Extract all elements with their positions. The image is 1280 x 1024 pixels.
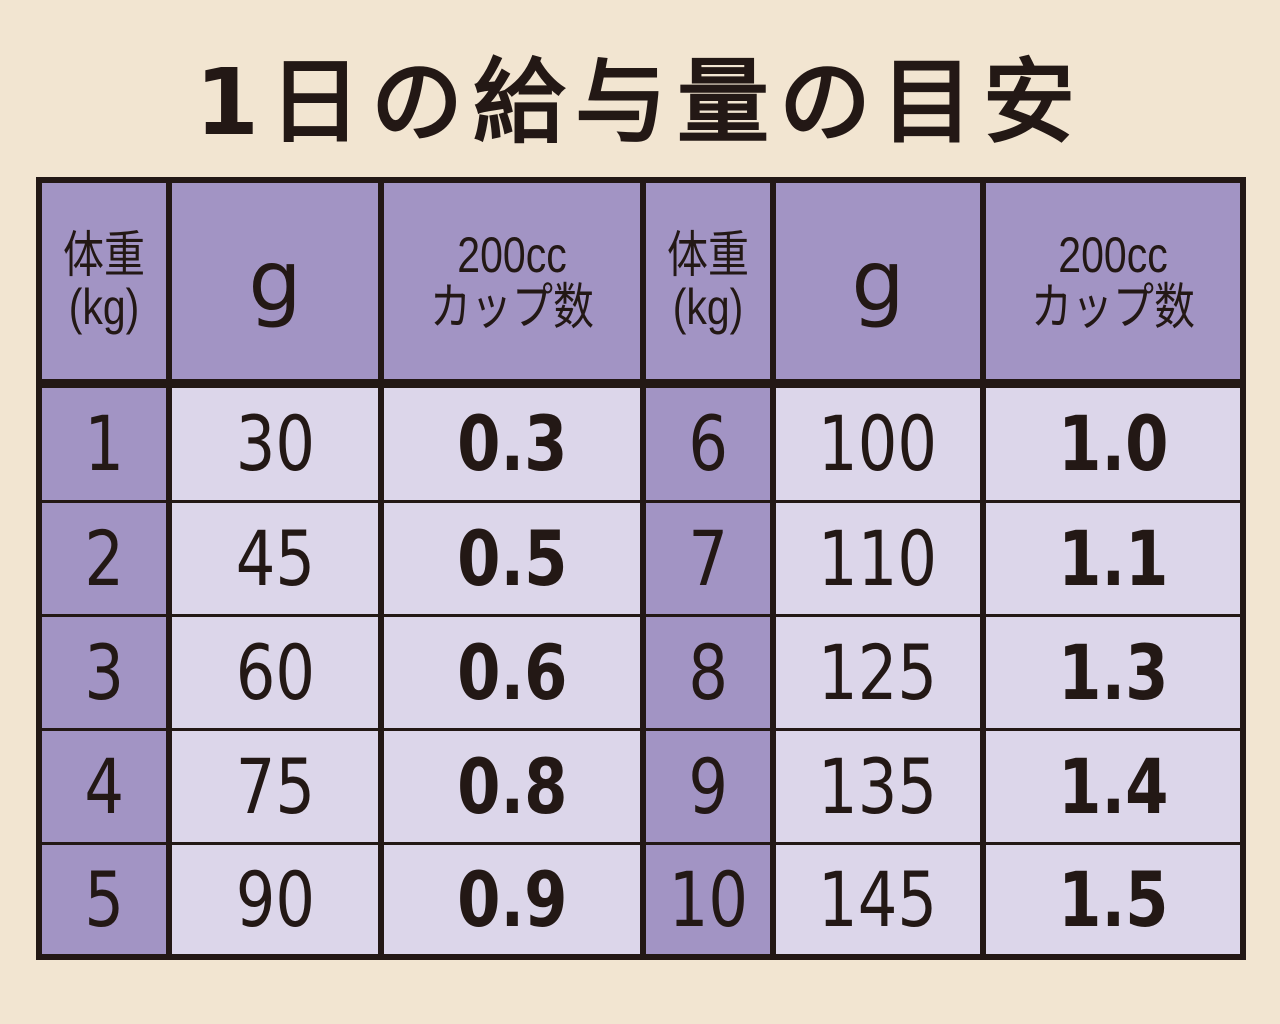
grams-value: 45 — [235, 513, 315, 603]
header-grams-label: g — [851, 231, 905, 330]
weight-value: 9 — [688, 741, 728, 831]
table-row-grams: 145 — [776, 845, 980, 954]
header-grams-right: g — [776, 183, 980, 379]
table-row-grams: 90 — [172, 845, 378, 954]
grams-value: 30 — [235, 399, 315, 489]
table-row-weight: 1 — [42, 388, 166, 500]
cups-value: 0.9 — [456, 854, 568, 944]
table-row-cups: 0.8 — [384, 731, 640, 842]
table-row-grams: 125 — [776, 617, 980, 728]
header-cups-line2: カップ数 — [430, 279, 594, 335]
header-grams-left: g — [172, 183, 378, 379]
cups-value: 1.4 — [1057, 741, 1169, 831]
grams-value: 145 — [818, 854, 938, 944]
header-weight-line1: 体重 — [63, 226, 145, 283]
table-row-grams: 60 — [172, 617, 378, 728]
table-row-grams: 100 — [776, 388, 980, 500]
weight-value: 4 — [84, 741, 124, 831]
cups-value: 1.5 — [1057, 854, 1169, 944]
grams-value: 110 — [818, 513, 938, 603]
header-cups-line2: カップ数 — [1031, 279, 1195, 335]
grams-value: 100 — [818, 399, 938, 489]
page-title: 1日の給与量の目安 — [194, 49, 1085, 156]
cups-value: 1.1 — [1057, 513, 1169, 603]
feeding-table: 体重 (kg) g 200cc カップ数 体重 (kg) g 200cc カップ数 1 30 0.3 2 4… — [36, 177, 1246, 960]
table-row-cups: 1.5 — [986, 845, 1240, 954]
table-row-weight: 2 — [42, 503, 166, 614]
header-weight-label: 体重 (kg) — [667, 226, 749, 335]
grams-value: 135 — [818, 741, 938, 831]
header-grams-label: g — [248, 231, 302, 330]
header-weight-label: 体重 (kg) — [63, 226, 145, 335]
header-cups-right: 200cc カップ数 — [986, 183, 1240, 379]
table-row-weight: 7 — [646, 503, 770, 614]
table-row-grams: 135 — [776, 731, 980, 842]
header-cups-left: 200cc カップ数 — [384, 183, 640, 379]
cups-value: 1.3 — [1057, 627, 1169, 717]
table-row-cups: 0.6 — [384, 617, 640, 728]
cups-value: 0.6 — [456, 627, 568, 717]
table-row-weight: 8 — [646, 617, 770, 728]
grams-value: 90 — [235, 854, 315, 944]
header-cups-label: 200cc カップ数 — [430, 226, 594, 335]
weight-value: 2 — [84, 513, 124, 603]
weight-value: 3 — [84, 627, 124, 717]
grams-value: 75 — [235, 741, 315, 831]
cups-value: 0.5 — [456, 513, 568, 603]
table-row-grams: 30 — [172, 388, 378, 500]
table-row-grams: 45 — [172, 503, 378, 614]
cups-value: 0.8 — [456, 741, 568, 831]
weight-value: 10 — [668, 854, 748, 944]
table-row-weight: 4 — [42, 731, 166, 842]
table-row-weight: 5 — [42, 845, 166, 954]
header-cups-line1: 200cc — [457, 226, 567, 283]
header-weight-line1: 体重 — [667, 226, 749, 283]
weight-value: 6 — [688, 399, 728, 489]
cups-value: 1.0 — [1057, 399, 1169, 489]
grams-value: 125 — [818, 627, 938, 717]
weight-value: 7 — [688, 513, 728, 603]
grams-value: 60 — [235, 627, 315, 717]
header-weight-right: 体重 (kg) — [646, 183, 770, 379]
header-cups-line1: 200cc — [1058, 226, 1168, 283]
weight-value: 8 — [688, 627, 728, 717]
table-row-weight: 6 — [646, 388, 770, 500]
cups-value: 0.3 — [456, 399, 568, 489]
header-cups-label: 200cc カップ数 — [1031, 226, 1195, 335]
table-row-cups: 0.9 — [384, 845, 640, 954]
table-row-cups: 0.3 — [384, 388, 640, 500]
header-weight-left: 体重 (kg) — [42, 183, 166, 379]
table-row-grams: 110 — [776, 503, 980, 614]
weight-value: 1 — [84, 399, 124, 489]
table-row-cups: 0.5 — [384, 503, 640, 614]
header-weight-line2: (kg) — [68, 279, 140, 335]
table-row-cups: 1.1 — [986, 503, 1240, 614]
table-row-weight: 3 — [42, 617, 166, 728]
table-row-cups: 1.3 — [986, 617, 1240, 728]
weight-value: 5 — [84, 854, 124, 944]
table-row-grams: 75 — [172, 731, 378, 842]
table-row-cups: 1.0 — [986, 388, 1240, 500]
header-weight-line2: (kg) — [672, 279, 744, 335]
table-row-weight: 10 — [646, 845, 770, 954]
table-row-cups: 1.4 — [986, 731, 1240, 842]
table-row-weight: 9 — [646, 731, 770, 842]
